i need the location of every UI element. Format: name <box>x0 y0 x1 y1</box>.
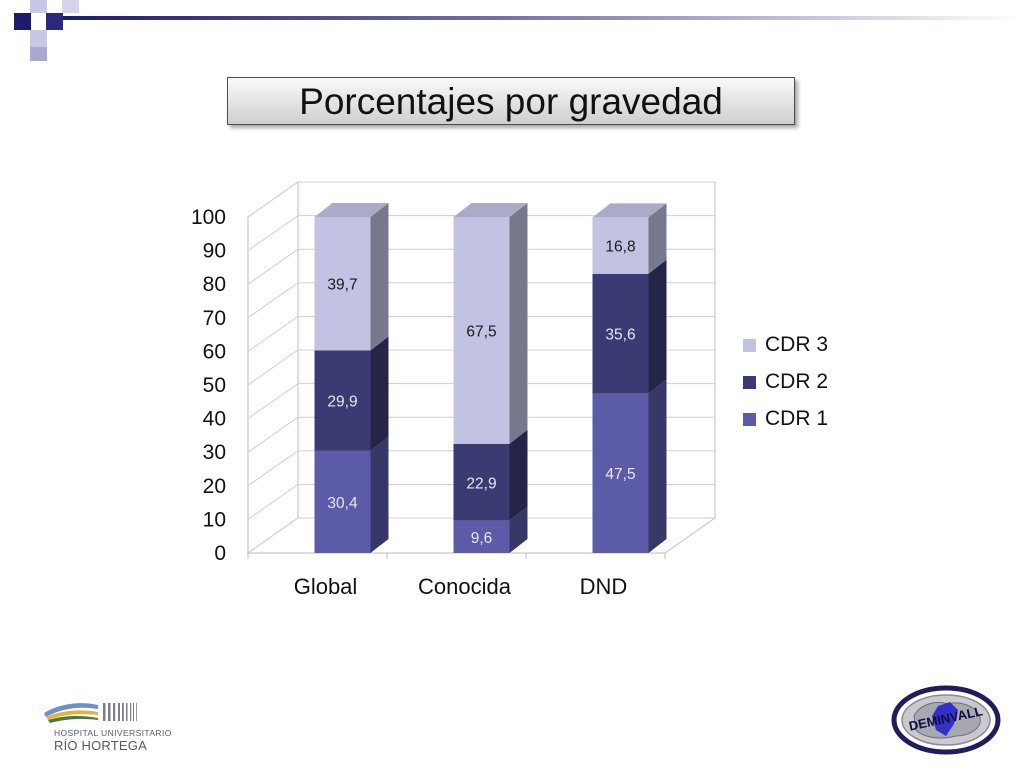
data-label: 22,9 <box>466 475 496 492</box>
hospital-name-line2: RÍO HORTEGA <box>54 738 147 753</box>
legend-label: CDR 1 <box>765 407 828 430</box>
x-tick-label: Global <box>294 574 358 599</box>
slide-title: Porcentajes por gravedad <box>299 80 723 122</box>
bar-global-cdr-2-front <box>314 350 371 451</box>
bar-global-cdr-2-side <box>370 336 389 451</box>
bar-global-cdr-1-front <box>314 450 371 553</box>
y-tick-label: 10 <box>203 508 226 531</box>
data-label: 29,9 <box>327 394 357 411</box>
bar-dnd-cdr-1-side <box>648 379 667 553</box>
bar-dnd-cdr-2-front <box>592 273 649 394</box>
hospital-logo <box>44 703 137 723</box>
legend-label: CDR 3 <box>765 333 828 356</box>
gridline <box>247 349 715 386</box>
bar-global-top <box>314 203 389 217</box>
gridline <box>247 383 715 420</box>
gridline <box>247 416 715 453</box>
bar-conocida-top <box>453 203 528 217</box>
legend-swatch <box>743 339 756 352</box>
data-label: 39,7 <box>327 277 357 294</box>
bar-dnd-cdr-3-front <box>592 217 649 274</box>
data-label: 67,5 <box>466 323 496 340</box>
data-label: 30,4 <box>327 495 358 512</box>
data-label: 16,8 <box>605 239 635 256</box>
bar-conocida-cdr-1-front <box>453 520 510 553</box>
y-tick-label: 100 <box>191 206 226 229</box>
y-tick-label: 70 <box>203 307 226 330</box>
y-tick-label: 0 <box>214 542 226 565</box>
x-tick-label: DND <box>580 574 628 599</box>
y-tick-label: 80 <box>203 273 226 296</box>
gridline <box>247 517 715 554</box>
bar-dnd-cdr-3-side <box>648 203 667 274</box>
gridline <box>247 282 715 319</box>
data-label: 35,6 <box>605 327 635 344</box>
y-tick-label: 40 <box>203 408 226 431</box>
hospital-name: HOSPITAL UNIVERSITARIO RÍO HORTEGA <box>54 728 172 753</box>
x-tick-label: Conocida <box>418 574 512 599</box>
legend-swatch <box>743 413 756 426</box>
bar-dnd-cdr-2-side <box>648 259 667 394</box>
gridline <box>247 248 715 285</box>
deminvall-logo: DEMINVALL <box>891 685 1001 755</box>
legend-label: CDR 2 <box>765 370 828 393</box>
bar-global-cdr-1-side <box>370 436 389 553</box>
gridline <box>247 181 715 218</box>
header-decoration <box>14 0 1024 61</box>
y-tick-label: 60 <box>203 340 226 363</box>
y-tick-label: 20 <box>203 475 226 498</box>
bar-dnd-top <box>592 203 667 218</box>
bar-conocida-cdr-3-side <box>509 203 528 444</box>
gridline <box>247 483 715 520</box>
bar-conocida-cdr-3-front <box>453 217 510 444</box>
bar-global-cdr-3-side <box>370 203 389 351</box>
bar-global-cdr-3-front <box>314 217 371 351</box>
bar-dnd-cdr-1-front <box>592 393 649 553</box>
y-tick-label: 30 <box>203 441 226 464</box>
gridline <box>247 215 715 252</box>
bar-conocida-cdr-2-front <box>453 443 510 521</box>
hospital-name-line1: HOSPITAL UNIVERSITARIO <box>54 728 172 738</box>
data-label: 9,6 <box>471 530 493 547</box>
gridline <box>247 315 715 352</box>
y-tick-label: 90 <box>203 240 226 263</box>
bar-conocida-cdr-2-side <box>509 429 528 521</box>
data-label: 47,5 <box>605 466 635 483</box>
legend-swatch <box>743 376 756 389</box>
y-tick-label: 50 <box>203 374 226 397</box>
slide-title-box: Porcentajes por gravedad <box>227 77 795 125</box>
bar-conocida-cdr-1-side <box>509 506 528 553</box>
gridline <box>247 450 715 487</box>
